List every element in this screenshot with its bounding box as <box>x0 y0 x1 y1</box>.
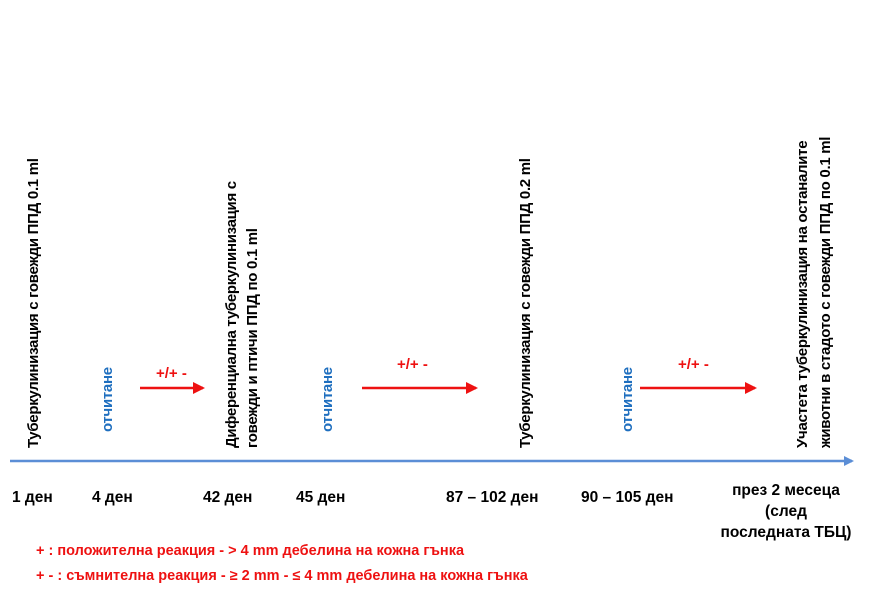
step-1-label: Туберкулинизация с говежди ППД 0.1 ml <box>24 158 43 448</box>
two-months-line1: през 2 месеца <box>706 480 866 501</box>
step-2-label-line1: Диференциална туберкулинизация с <box>222 181 241 448</box>
transition-label-2: +/+ - <box>397 356 428 373</box>
step-4-label-line2: животни в стадото с говежди ППД по 0.1 m… <box>816 137 835 448</box>
step-2-label-line2: говежди и птичи ППД по 0.1 ml <box>243 228 262 448</box>
step-4-label-line1: Участета туберкулинизация на останалите <box>793 141 812 448</box>
step-3-label: Туберкулинизация с говежди ППД 0.2 ml <box>516 158 535 448</box>
day-42-label: 42 ден <box>203 489 252 507</box>
reading-2-label: отчитане <box>318 367 337 432</box>
day-1-label: 1 ден <box>12 489 53 507</box>
day-87-102-label: 87 – 102 ден <box>446 489 538 507</box>
day-45-label: 45 ден <box>296 489 345 507</box>
legend-positive: + : положителна реакция - > 4 mm дебелин… <box>36 543 464 559</box>
transition-label-3: +/+ - <box>678 356 709 373</box>
day-90-105-label: 90 – 105 ден <box>581 489 673 507</box>
legend-doubtful: + - : съмнителна реакция - ≥ 2 mm - ≤ 4 … <box>36 568 528 584</box>
reading-3-label: отчитане <box>618 367 637 432</box>
day-4-label: 4 ден <box>92 489 133 507</box>
reading-1-label: отчитане <box>98 367 117 432</box>
two-months-line2: (след <box>706 501 866 522</box>
two-months-label: през 2 месеца (след последната ТБЦ) <box>706 480 866 543</box>
transition-label-1: +/+ - <box>156 365 187 382</box>
two-months-line3: последната ТБЦ) <box>706 522 866 543</box>
